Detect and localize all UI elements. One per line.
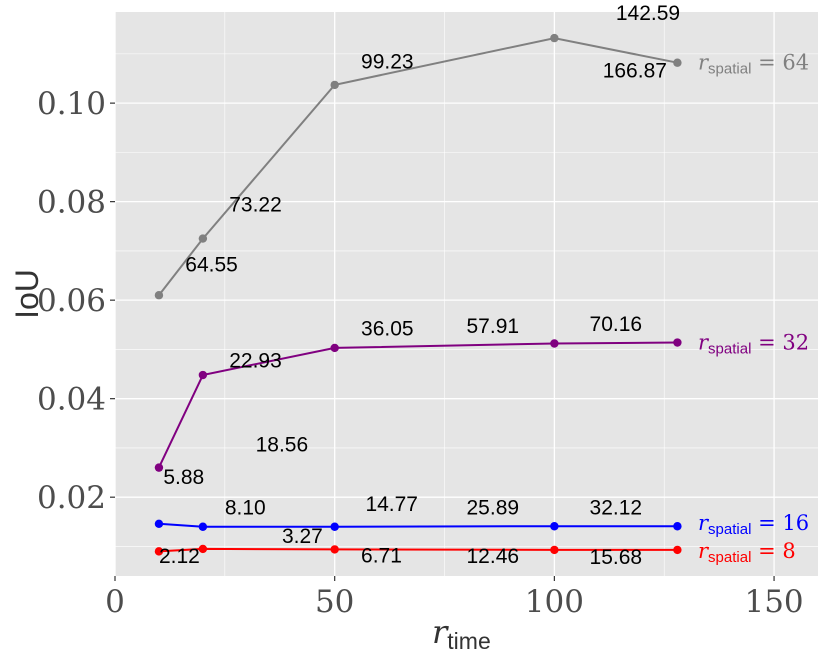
series-labels: rspatial = 64 rspatial = 32 rspatial = 16r… xyxy=(698,51,809,566)
data-point xyxy=(154,519,164,528)
data-point xyxy=(550,339,559,348)
data-point xyxy=(198,544,208,554)
x-tick-label: 0 xyxy=(105,584,125,620)
data-point xyxy=(198,522,208,531)
data-point xyxy=(330,522,339,531)
data-point xyxy=(330,80,339,90)
data-point xyxy=(673,58,682,67)
data-point xyxy=(673,545,682,555)
y-tick-label: 0.02 xyxy=(37,480,106,516)
value-annotation: 2.12 xyxy=(159,545,200,568)
value-annotation: 99.23 xyxy=(361,51,414,74)
data-point xyxy=(154,291,164,300)
value-annotation: 32.12 xyxy=(590,496,643,519)
data-point xyxy=(550,33,559,43)
value-annotation: 142.59 xyxy=(616,2,680,25)
value-annotation: 166.87 xyxy=(603,60,667,83)
data-point xyxy=(154,547,164,556)
value-annotation: 15.68 xyxy=(590,546,643,569)
data-point xyxy=(673,338,682,347)
data-annotations: 142.59 166.87 99.23 73.22 64.55 70.16 57.91 36.… xyxy=(159,2,680,569)
data-point xyxy=(550,522,559,531)
value-annotation: 5.88 xyxy=(163,466,204,489)
x-axis-title: rtime xyxy=(432,613,491,654)
data-point xyxy=(154,463,164,472)
data-point xyxy=(330,343,339,353)
y-tick-label: 0.04 xyxy=(37,382,106,418)
data-point xyxy=(673,522,682,531)
x-tick-label: 150 xyxy=(744,584,803,620)
data-point xyxy=(330,545,339,554)
value-annotation: 18.56 xyxy=(256,433,309,456)
y-tick-label: 0.08 xyxy=(37,185,106,221)
series-label: rspatial = 32 xyxy=(698,331,809,358)
series-label: rspatial = 8 xyxy=(698,539,796,566)
y-axis-title: IoU xyxy=(9,269,45,319)
value-annotation: 6.71 xyxy=(361,545,402,568)
x-tick-label: 50 xyxy=(315,584,354,620)
value-annotation: 12.46 xyxy=(467,545,520,568)
series-lines xyxy=(154,33,682,556)
value-annotation: 8.10 xyxy=(225,496,266,519)
y-tick-label: 0.10 xyxy=(37,86,106,122)
value-annotation: 64.55 xyxy=(185,254,238,277)
x-tick-label: 100 xyxy=(525,584,584,620)
value-annotation: 3.27 xyxy=(282,525,323,548)
series-label: rspatial = 64 xyxy=(698,51,809,78)
data-point xyxy=(198,234,208,243)
data-point xyxy=(550,545,559,555)
y-tick-label: 0.06 xyxy=(37,283,106,319)
value-annotation: 57.91 xyxy=(467,315,520,338)
grid-lines xyxy=(114,12,818,576)
plot-panel xyxy=(115,12,818,576)
value-annotation: 14.77 xyxy=(365,493,418,516)
value-annotation: 25.89 xyxy=(467,496,520,519)
value-annotation: 36.05 xyxy=(361,318,414,341)
value-annotation: 70.16 xyxy=(590,313,643,336)
data-point xyxy=(198,370,208,380)
value-annotation: 73.22 xyxy=(229,193,282,216)
value-annotation: 22.93 xyxy=(229,350,282,373)
series-label: rspatial = 16 xyxy=(698,511,809,538)
axes: 0.02 0.04 0.06 0.08 0.10 0 50 100 150 xyxy=(37,86,804,620)
